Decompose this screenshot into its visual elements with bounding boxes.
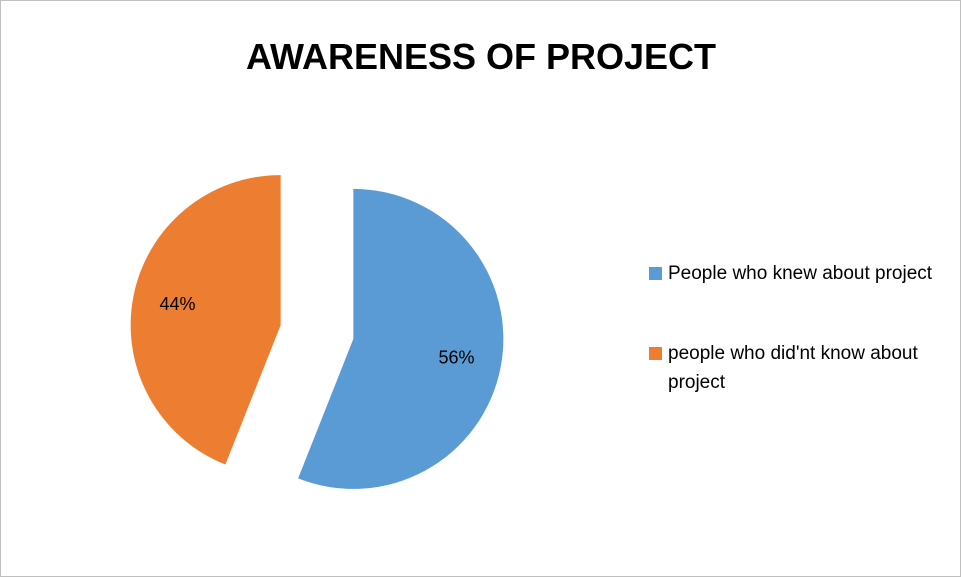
legend-label: People who knew about project: [668, 263, 933, 284]
data-label: 56%: [438, 347, 474, 367]
data-label: 44%: [159, 294, 195, 314]
chart-title: AWARENESS OF PROJECT: [246, 36, 716, 77]
legend-item: people who did'nt know about project: [649, 339, 949, 397]
pie-slice: [298, 188, 504, 489]
legend-label: people who did'nt know about project: [668, 343, 918, 393]
legend-item: People who knew about project: [649, 259, 949, 288]
pie-slice: [130, 175, 281, 465]
legend-swatch: [649, 347, 662, 360]
legend-swatch: [649, 267, 662, 280]
